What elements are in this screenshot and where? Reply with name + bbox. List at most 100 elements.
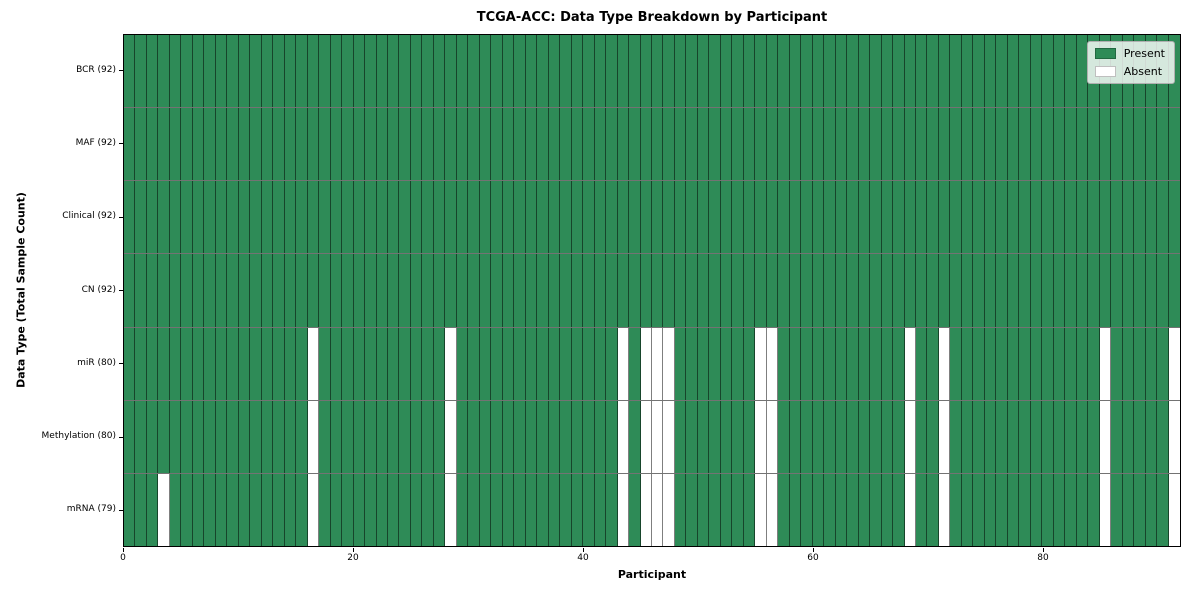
heatmap-cell — [560, 327, 572, 400]
heatmap-cell — [410, 473, 423, 546]
heatmap-cell — [801, 181, 813, 254]
heatmap-cell — [640, 327, 652, 400]
heatmap-cell — [697, 473, 710, 546]
heatmap-cell — [812, 254, 825, 327]
heatmap-row-bcr — [124, 35, 1180, 108]
y-tick-label: miR (80) — [77, 357, 116, 368]
heatmap-cell — [124, 473, 136, 546]
heatmap-cell — [697, 108, 710, 181]
heatmap-cell — [847, 473, 859, 546]
heatmap-cell — [663, 400, 675, 473]
heatmap-cell — [755, 327, 767, 400]
heatmap-cell — [571, 254, 584, 327]
heatmap-cell — [215, 108, 228, 181]
heatmap-cell — [181, 254, 193, 327]
heatmap-cell — [1042, 400, 1054, 473]
heatmap-cell — [204, 181, 216, 254]
heatmap-cell — [353, 473, 366, 546]
heatmap-cell — [652, 108, 664, 181]
heatmap-cell — [938, 473, 951, 546]
heatmap-cell — [548, 327, 561, 400]
heatmap-cell — [169, 327, 182, 400]
heatmap-cell — [525, 473, 538, 546]
heatmap-cell — [238, 473, 251, 546]
heatmap-cell — [881, 400, 894, 473]
heatmap-row-mrna — [124, 472, 1180, 546]
heatmap-cell — [410, 181, 423, 254]
heatmap-cell — [124, 327, 136, 400]
heatmap-cell — [709, 254, 721, 327]
heatmap-row-mir — [124, 326, 1180, 400]
heatmap-cell — [365, 35, 377, 108]
heatmap-cell — [801, 400, 813, 473]
heatmap-cell — [927, 254, 939, 327]
x-tick-label: 80 — [1037, 553, 1049, 563]
heatmap-cell — [1157, 254, 1169, 327]
heatmap-cell — [273, 473, 285, 546]
heatmap-cell — [1019, 108, 1031, 181]
heatmap-cell — [296, 327, 308, 400]
heatmap-cell — [996, 327, 1008, 400]
heatmap-cell — [204, 473, 216, 546]
heatmap-cell — [181, 327, 193, 400]
heatmap-cell — [1065, 254, 1077, 327]
heatmap-cell — [996, 254, 1008, 327]
heatmap-cell — [399, 254, 411, 327]
heatmap-cell — [410, 327, 423, 400]
heatmap-cell — [192, 327, 205, 400]
heatmap-cell — [1076, 473, 1089, 546]
heatmap-cell — [720, 400, 733, 473]
heatmap-cell — [973, 181, 985, 254]
heatmap-cell — [1042, 473, 1054, 546]
heatmap-cell — [1157, 181, 1169, 254]
heatmap-cell — [893, 108, 905, 181]
heatmap-cell — [916, 473, 928, 546]
y-tick-mark — [119, 143, 123, 145]
heatmap-cell — [916, 181, 928, 254]
heatmap-cell — [755, 473, 767, 546]
heatmap-cell — [755, 254, 767, 327]
heatmap-cell — [789, 327, 802, 400]
heatmap-cell — [433, 35, 446, 108]
heatmap-cell — [743, 181, 756, 254]
heatmap-cell — [881, 35, 894, 108]
heatmap-cell — [468, 473, 480, 546]
heatmap-cell — [743, 35, 756, 108]
heatmap-cell — [273, 35, 285, 108]
heatmap-cell — [342, 108, 354, 181]
heatmap-cell — [1007, 35, 1020, 108]
heatmap-cell — [261, 327, 274, 400]
heatmap-cell — [824, 181, 836, 254]
heatmap-cell — [353, 400, 366, 473]
heatmap-cell — [525, 400, 538, 473]
heatmap-cell — [296, 473, 308, 546]
heatmap-cell — [227, 400, 239, 473]
x-tick-mark — [122, 548, 124, 552]
heatmap-cell — [445, 108, 457, 181]
heatmap-cell — [422, 400, 434, 473]
heatmap-cell — [468, 327, 480, 400]
heatmap-cell — [732, 254, 744, 327]
heatmap-cell — [525, 254, 538, 327]
heatmap-cell — [1030, 254, 1043, 327]
heatmap-cell — [1030, 473, 1043, 546]
heatmap-cell — [261, 254, 274, 327]
heatmap-cell — [146, 181, 159, 254]
heatmap-cell — [674, 400, 687, 473]
heatmap-cell — [801, 108, 813, 181]
heatmap-cell — [399, 35, 411, 108]
heatmap-cell — [548, 181, 561, 254]
heatmap-cell — [1007, 254, 1020, 327]
heatmap-cell — [502, 473, 515, 546]
heatmap-cell — [227, 35, 239, 108]
heatmap-row-cn — [124, 253, 1180, 327]
heatmap-cell — [135, 108, 147, 181]
heatmap-cell — [548, 473, 561, 546]
heatmap-cell — [250, 327, 262, 400]
heatmap-cell — [1088, 181, 1100, 254]
heatmap-cell — [629, 108, 641, 181]
heatmap-cell — [973, 108, 985, 181]
heatmap-cell — [824, 327, 836, 400]
heatmap-cell — [548, 35, 561, 108]
